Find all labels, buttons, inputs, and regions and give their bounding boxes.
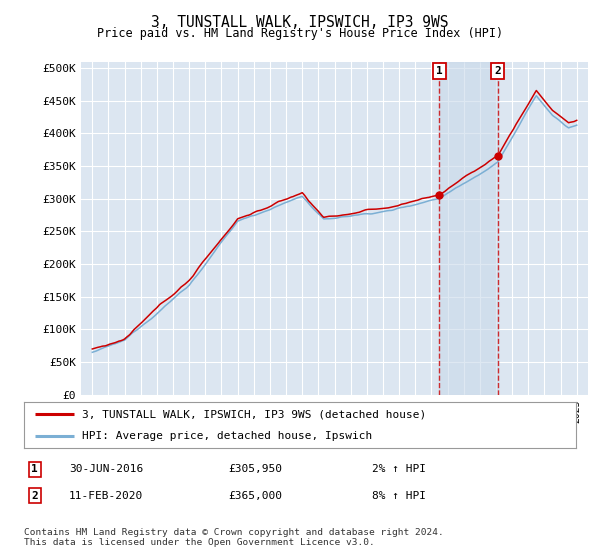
Text: HPI: Average price, detached house, Ipswich: HPI: Average price, detached house, Ipsw…	[82, 431, 372, 441]
Text: Contains HM Land Registry data © Crown copyright and database right 2024.
This d: Contains HM Land Registry data © Crown c…	[24, 528, 444, 547]
Text: 30-JUN-2016: 30-JUN-2016	[69, 464, 143, 474]
Bar	[439, 62, 497, 395]
Text: 1: 1	[31, 464, 38, 474]
Text: 8% ↑ HPI: 8% ↑ HPI	[372, 491, 426, 501]
Text: £365,000: £365,000	[228, 491, 282, 501]
Text: 3, TUNSTALL WALK, IPSWICH, IP3 9WS (detached house): 3, TUNSTALL WALK, IPSWICH, IP3 9WS (deta…	[82, 409, 426, 419]
Text: 2: 2	[494, 66, 501, 76]
Text: 2% ↑ HPI: 2% ↑ HPI	[372, 464, 426, 474]
Text: £305,950: £305,950	[228, 464, 282, 474]
Text: 1: 1	[436, 66, 443, 76]
Text: 3, TUNSTALL WALK, IPSWICH, IP3 9WS: 3, TUNSTALL WALK, IPSWICH, IP3 9WS	[151, 15, 449, 30]
Text: 11-FEB-2020: 11-FEB-2020	[69, 491, 143, 501]
Text: 2: 2	[31, 491, 38, 501]
Text: Price paid vs. HM Land Registry's House Price Index (HPI): Price paid vs. HM Land Registry's House …	[97, 27, 503, 40]
